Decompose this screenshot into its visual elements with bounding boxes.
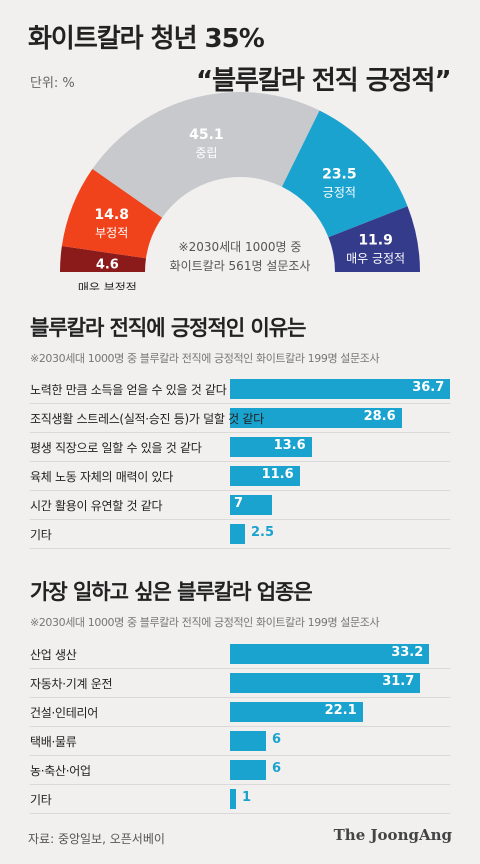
bar <box>230 702 363 722</box>
slice-value-3: 45.1 <box>189 127 224 143</box>
reasons-survey-note: ※2030세대 1000명 중 블루칼라 전직에 긍정적인 화이트칼라 199명… <box>30 352 380 365</box>
bar-row: 육체 노동 자체의 매력이 있다 11.6 <box>30 462 450 491</box>
bar-category-label: 농·축산·어업 <box>30 764 91 778</box>
slice-5 <box>328 206 420 272</box>
industries-survey-note: ※2030세대 1000명 중 블루칼라 전직에 긍정적인 화이트칼라 199명… <box>30 616 380 629</box>
bar-category-label: 육체 노동 자체의 매력이 있다 <box>30 470 173 484</box>
bar-row: 평생 직장으로 일할 수 있을 것 같다 13.6 <box>30 433 450 462</box>
bar-value-label: 1 <box>242 790 252 805</box>
bar-row: 자동차·기계 운전 31.7 <box>30 669 450 698</box>
slice-label-2: 부정적 <box>95 226 128 240</box>
slice-label-4: 긍정적 <box>323 186 356 200</box>
bar-value-label: 6 <box>272 761 282 776</box>
slice-3 <box>92 92 320 218</box>
industries-section-title: 가장 일하고 싶은 블루칼라 업종은 <box>30 580 313 604</box>
bar-value-label: 22.1 <box>324 703 357 718</box>
bar-value-label: 13.6 <box>273 438 306 453</box>
bar-category-label: 건설·인테리어 <box>30 706 98 720</box>
bar-row: 건설·인테리어 22.1 <box>30 698 450 727</box>
bar-category-label: 평생 직장으로 일할 수 있을 것 같다 <box>30 441 202 455</box>
survey-note-line2: 화이트칼라 561명 설문조사 <box>170 259 311 273</box>
slice-label-5: 매우 긍정적 <box>346 251 405 265</box>
bar <box>230 644 430 664</box>
bar <box>230 731 266 751</box>
bar <box>230 466 300 486</box>
bar-category-label: 기타 <box>30 793 52 807</box>
bar-row: 산업 생산 33.2 <box>30 640 450 669</box>
bar-row: 시간 활용이 유연할 것 같다 7 <box>30 491 450 520</box>
source-note: 자료: 중앙일보, 오픈서베이 <box>28 832 165 846</box>
bar <box>230 408 402 428</box>
slice-2 <box>61 168 163 259</box>
bar <box>230 673 421 693</box>
page-subtitle: “블루칼라 전직 긍정적” <box>196 66 452 96</box>
unit-label: 단위: % <box>30 76 75 91</box>
reasons-section-title: 블루칼라 전직에 긍정적인 이유는 <box>30 316 306 340</box>
page-title: 화이트칼라 청년 35% <box>28 24 265 54</box>
bar-category-label: 시간 활용이 유연할 것 같다 <box>30 499 163 513</box>
slice-1 <box>60 246 146 272</box>
bar-row: 노력한 만큼 소득을 얻을 수 있을 것 같다 36.7 <box>30 375 451 404</box>
bar-row: 농·축산·어업 6 <box>30 756 450 785</box>
bar-row: 조직생활 스트레스(실적·승진 등)가 덜할 것 같다 28.6 <box>30 404 450 433</box>
bar <box>230 760 266 780</box>
bar-value-label: 36.7 <box>412 380 445 395</box>
bar-category-label: 산업 생산 <box>30 648 77 662</box>
bar <box>230 437 312 457</box>
bar-value-label: 6 <box>272 732 282 747</box>
bar <box>230 524 245 544</box>
bar-value-label: 31.7 <box>382 674 415 689</box>
bar-row: 기타 1 <box>30 785 450 814</box>
bar-value-label: 11.6 <box>261 467 294 482</box>
bar-category-label: 택배·물류 <box>30 735 77 749</box>
bar <box>230 789 236 809</box>
bar-value-label: 2.5 <box>251 525 275 540</box>
slice-label-1: 매우 부정적 <box>78 281 137 290</box>
bar-category-label: 조직생활 스트레스(실적·승진 등)가 덜할 것 같다 <box>30 412 264 426</box>
bar-value-label: 28.6 <box>363 409 396 424</box>
survey-note-line1: ※2030세대 1000명 중 <box>179 240 302 254</box>
bar-value-label: 7 <box>234 496 244 511</box>
slice-value-1: 4.6 <box>96 257 119 272</box>
bar-category-label: 노력한 만큼 소득을 얻을 수 있을 것 같다 <box>30 383 227 397</box>
slice-value-4: 23.5 <box>322 167 357 183</box>
bar-row: 기타 2.5 <box>30 520 450 549</box>
bar-row: 택배·물류 6 <box>30 727 450 756</box>
slice-label-3: 중립 <box>195 146 217 160</box>
bar <box>230 495 272 515</box>
slice-4 <box>281 110 408 238</box>
bar-category-label: 자동차·기계 운전 <box>30 677 113 691</box>
bar-value-label: 33.2 <box>391 645 424 660</box>
slice-value-5: 11.9 <box>358 232 393 248</box>
bar <box>230 379 451 399</box>
slice-value-2: 14.8 <box>94 207 129 223</box>
bar-category-label: 기타 <box>30 528 52 542</box>
publisher-logo: The JoongAng <box>333 826 452 844</box>
